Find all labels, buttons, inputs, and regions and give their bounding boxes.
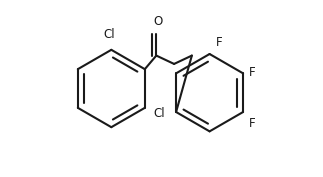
Text: F: F — [249, 117, 256, 130]
Text: F: F — [249, 66, 256, 79]
Text: Cl: Cl — [153, 107, 165, 120]
Text: Cl: Cl — [103, 28, 115, 41]
Text: F: F — [216, 36, 223, 49]
Text: O: O — [153, 15, 162, 28]
